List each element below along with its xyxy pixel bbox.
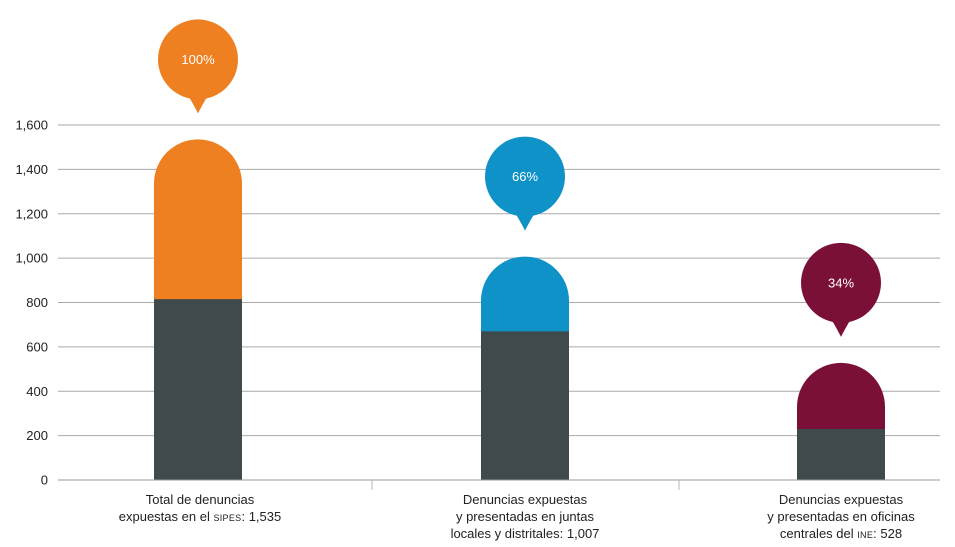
bubble-pointer bbox=[515, 212, 535, 231]
percent-label: 66% bbox=[512, 169, 538, 184]
bar-segment bbox=[797, 428, 885, 480]
y-tick-label: 800 bbox=[26, 295, 48, 310]
category-label-line: locales y distritales: 1,007 bbox=[450, 526, 600, 541]
x-axis bbox=[58, 479, 940, 490]
y-tick-label: 200 bbox=[26, 428, 48, 443]
y-tick-label: 1,600 bbox=[15, 118, 48, 133]
y-tick-label: 400 bbox=[26, 384, 48, 399]
category-label-abbr: INE bbox=[857, 530, 874, 540]
y-axis-ticks: 0 200 400 600 800 1,000 1,200 1,400 1,600 bbox=[15, 118, 48, 488]
category-label-text: : 1,535 bbox=[241, 509, 282, 524]
y-tick-label: 1,000 bbox=[15, 251, 48, 266]
category-label-line: y presentadas en juntas bbox=[455, 509, 595, 524]
category-label-abbr: SIPES bbox=[213, 513, 242, 523]
bar-segment bbox=[481, 331, 569, 480]
percent-bubble bbox=[801, 242, 881, 323]
category-label-text: expuestas en el bbox=[118, 509, 214, 524]
category-label-line: centrales del INE: 528 bbox=[736, 525, 946, 544]
y-tick-label: 1,200 bbox=[15, 206, 48, 221]
bubble-pointer bbox=[831, 318, 851, 337]
category-label-total: Total de denuncias expuestas en el SIPES… bbox=[105, 491, 295, 527]
bars bbox=[154, 139, 885, 481]
category-label-line: expuestas en el SIPES: 1,535 bbox=[105, 508, 295, 527]
bubble-pointer bbox=[188, 95, 208, 114]
category-label-oficinas: Denuncias expuestas y presentadas en ofi… bbox=[736, 491, 946, 544]
percent-bubble bbox=[158, 19, 238, 100]
category-label-line: Total de denuncias bbox=[145, 492, 255, 507]
y-tick-label: 600 bbox=[26, 339, 48, 354]
category-label-line: Denuncias expuestas bbox=[778, 492, 904, 507]
y-tick-label: 0 bbox=[41, 473, 48, 488]
percent-label: 100% bbox=[181, 52, 215, 67]
category-label-line: y presentadas en oficinas bbox=[767, 509, 915, 524]
percent-bubble bbox=[485, 136, 565, 217]
category-label-line: Denuncias expuestas bbox=[462, 492, 588, 507]
category-label-text: : 528 bbox=[873, 526, 903, 541]
category-label-text: centrales del bbox=[779, 526, 858, 541]
percent-label: 34% bbox=[828, 275, 854, 290]
y-tick-label: 1,400 bbox=[15, 162, 48, 177]
bar-segment bbox=[154, 299, 242, 480]
category-label-juntas: Denuncias expuestas y presentadas en jun… bbox=[420, 491, 630, 542]
percent-bubbles: 100% 66% 34% bbox=[158, 19, 881, 337]
